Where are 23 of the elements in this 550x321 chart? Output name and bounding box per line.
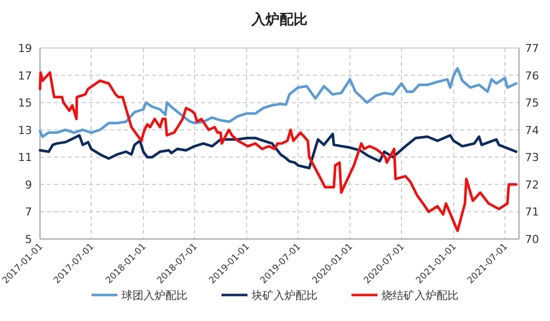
y2-tick-label: 73 bbox=[525, 151, 539, 164]
y2-tick-label: 76 bbox=[525, 69, 539, 82]
y2-tick-label: 72 bbox=[525, 178, 539, 192]
y-tick-label: 7 bbox=[25, 206, 32, 219]
y2-tick-label: 75 bbox=[525, 96, 539, 110]
line-series bbox=[38, 67, 518, 138]
y2-tick-label: 77 bbox=[525, 42, 539, 55]
legend-label: 球团入炉配比 bbox=[122, 289, 188, 302]
y2-tick-label: 71 bbox=[525, 206, 539, 219]
y-tick-label: 11 bbox=[18, 151, 32, 164]
y-tick-label: 5 bbox=[25, 233, 32, 246]
y-tick-label: 17 bbox=[18, 69, 32, 82]
y2-tick-label: 74 bbox=[525, 124, 539, 137]
y-tick-label: 9 bbox=[25, 178, 32, 192]
y2-tick-label: 70 bbox=[525, 233, 539, 246]
legend-label: 烧结矿入炉配比 bbox=[382, 289, 458, 302]
line-series bbox=[38, 71, 518, 232]
y-tick-label: 15 bbox=[18, 96, 32, 110]
line-series bbox=[38, 132, 518, 170]
chart-title: 入炉配比 bbox=[250, 11, 308, 28]
y-tick-label: 13 bbox=[18, 124, 32, 137]
legend-label: 块矿入炉配比 bbox=[250, 289, 318, 302]
y-tick-label: 19 bbox=[18, 42, 32, 55]
